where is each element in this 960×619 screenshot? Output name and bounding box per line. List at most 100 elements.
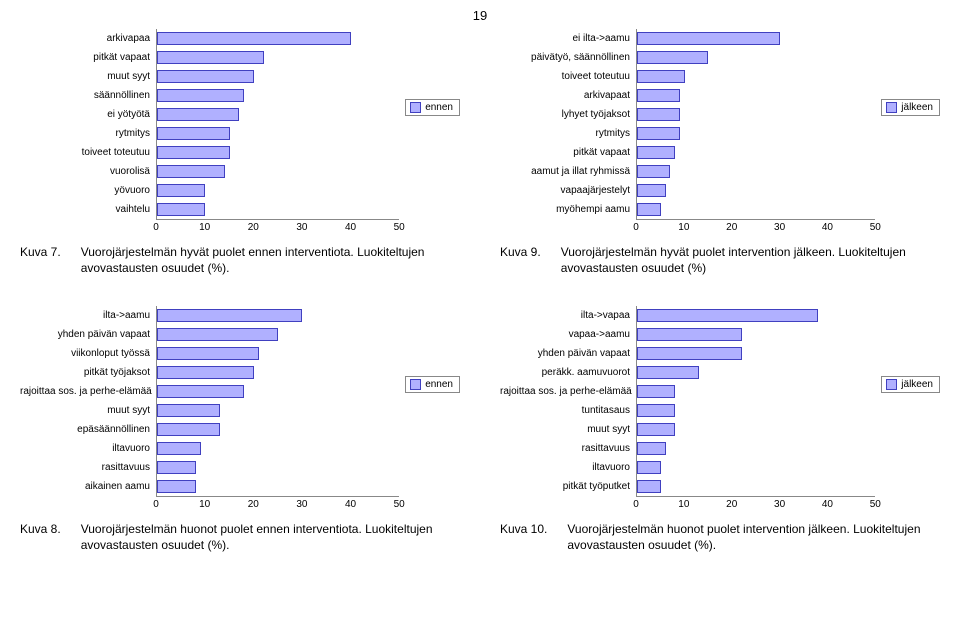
bar (157, 70, 254, 83)
axis-row: 01020304050 (500, 219, 875, 237)
axis-tick: 30 (774, 220, 785, 233)
bar (157, 184, 205, 197)
axis-tick: 10 (678, 220, 689, 233)
axis-tick: 10 (199, 220, 210, 233)
bar (637, 442, 666, 455)
caption: Kuva 10.Vuorojärjestelmän huonot puolet … (500, 522, 940, 553)
caption-key: Kuva 8. (20, 522, 61, 553)
bar-row: rajoittaa sos. ja perhe-elämää (20, 382, 399, 401)
bar-label: pitkät työputket (500, 481, 636, 492)
chart-area: ei ilta->aamu päivätyö, säännöllinen toive… (500, 29, 875, 237)
bar-row: pitkät työputket (500, 477, 875, 496)
axis-tick: 10 (199, 497, 210, 510)
bar (157, 366, 254, 379)
bar-row: rasittavuus (20, 458, 399, 477)
bar-zone (156, 143, 399, 162)
bar (637, 309, 818, 322)
bar (637, 385, 675, 398)
bar-label: aikainen aamu (20, 481, 156, 492)
bar-zone (156, 48, 399, 67)
bar-zone (156, 420, 399, 439)
bar-label: peräkk. aamuvuorot (500, 367, 636, 378)
bar-zone (156, 458, 399, 477)
bar-label: toiveet toteutuu (20, 147, 156, 158)
axis-row: 01020304050 (20, 219, 399, 237)
bar-row: pitkät vapaat (500, 143, 875, 162)
bar-label: pitkät vapaat (20, 52, 156, 63)
bar (157, 127, 230, 140)
bar-row: säännöllinen (20, 86, 399, 105)
bar (157, 32, 351, 45)
bar (637, 108, 680, 121)
bar-label: rasittavuus (20, 462, 156, 473)
bar-label: yövuoro (20, 185, 156, 196)
bar-zone (636, 67, 875, 86)
bar-row: muut syyt (500, 420, 875, 439)
caption: Kuva 8.Vuorojärjestelmän huonot puolet e… (20, 522, 460, 553)
chart-area: ilta->aamuyhden päivän vapaatviikonloput… (20, 306, 399, 514)
bar-label: vuorolisä (20, 166, 156, 177)
bar-zone (156, 162, 399, 181)
axis-tick: 0 (153, 220, 159, 233)
bar (637, 70, 685, 83)
bar-zone (156, 67, 399, 86)
bar-row: ei yötyötä (20, 105, 399, 124)
bar (157, 309, 302, 322)
bar (157, 108, 239, 121)
axis-row: 01020304050 (500, 496, 875, 514)
bar (157, 442, 201, 455)
bar-label: muut syyt (20, 405, 156, 416)
bar-label: rasittavuus (500, 443, 636, 454)
bar-zone (636, 29, 875, 48)
bar-zone (156, 181, 399, 200)
bar-row: pitkät työjaksot (20, 363, 399, 382)
bar (637, 423, 675, 436)
bar-zone (636, 325, 875, 344)
bar-zone (636, 86, 875, 105)
legend-swatch (886, 379, 897, 390)
bar-zone (636, 382, 875, 401)
bar-label: päivätyö, säännöllinen (500, 52, 636, 63)
bar (157, 480, 196, 493)
caption-key: Kuva 9. (500, 245, 541, 276)
bar (637, 32, 780, 45)
bar-row: iltavuoro (500, 458, 875, 477)
bar-zone (156, 401, 399, 420)
caption-text: Vuorojärjestelmän hyvät puolet ennen int… (81, 245, 460, 276)
bar-row: päivätyö, säännöllinen (500, 48, 875, 67)
caption: Kuva 7.Vuorojärjestelmän hyvät puolet en… (20, 245, 460, 276)
bar-zone (636, 162, 875, 181)
bar-zone (636, 477, 875, 496)
bar-zone (156, 363, 399, 382)
bar-label: tuntitasaus (500, 405, 636, 416)
bar-row: toiveet toteutuu (500, 67, 875, 86)
bar-zone (156, 200, 399, 219)
bar-label: lyhyet työjaksot (500, 109, 636, 120)
bar (637, 347, 742, 360)
axis-tick: 40 (345, 220, 356, 233)
axis-tick: 20 (726, 497, 737, 510)
bar-label: myöhempi aamu (500, 204, 636, 215)
bar-zone (636, 458, 875, 477)
bar-zone (156, 439, 399, 458)
axis-tick: 40 (822, 497, 833, 510)
bar-row: yhden päivän vapaat (20, 325, 399, 344)
bar-label: rytmitys (20, 128, 156, 139)
chart-wrap: arkivapaapitkät vapaatmuut syytsäännölli… (20, 29, 460, 237)
bar-label: arkivapaa (20, 33, 156, 44)
bar (157, 461, 196, 474)
chart-wrap: ilta->aamuyhden päivän vapaatviikonloput… (20, 306, 460, 514)
axis-zone: 01020304050 (636, 496, 875, 515)
axis-tick: 0 (153, 497, 159, 510)
axis-tick: 50 (394, 497, 405, 510)
bar-label: säännöllinen (20, 90, 156, 101)
bar (157, 89, 244, 102)
bar-label: aamut ja illat ryhmissä (500, 166, 636, 177)
bar-zone (636, 200, 875, 219)
bar-label: ei ilta->aamu (500, 33, 636, 44)
legend-label: jälkeen (901, 379, 933, 390)
bar (637, 461, 661, 474)
bar-label: toiveet toteutuu (500, 71, 636, 82)
bar-row: arkivapaat (500, 86, 875, 105)
bar (637, 127, 680, 140)
